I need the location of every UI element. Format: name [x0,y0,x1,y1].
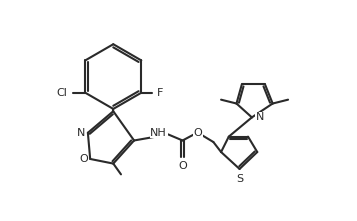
Text: N: N [256,112,264,122]
Text: N: N [77,128,86,138]
Text: O: O [178,161,187,171]
Text: NH: NH [150,128,167,138]
Text: Cl: Cl [56,88,67,98]
Text: O: O [79,154,88,164]
Text: F: F [157,88,163,98]
Text: O: O [193,128,202,138]
Text: S: S [236,173,243,184]
